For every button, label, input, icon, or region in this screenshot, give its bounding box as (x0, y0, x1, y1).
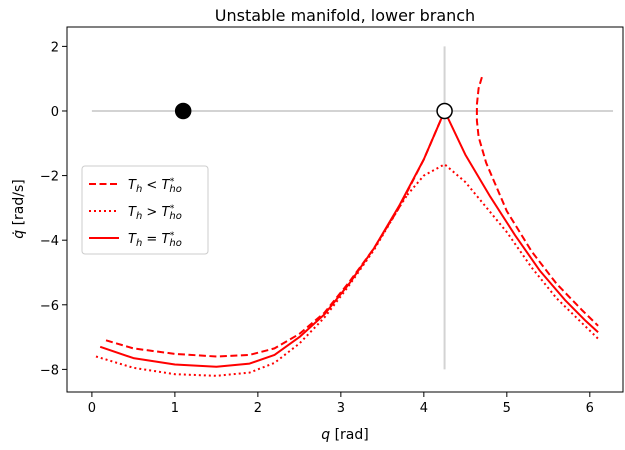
x-tick-label: 4 (420, 401, 428, 416)
y-tick-label: −4 (40, 234, 59, 249)
x-tick-label: 6 (586, 401, 594, 416)
legend-label-dotted: Th > Tho* (128, 204, 182, 221)
x-tick-label: 3 (337, 401, 345, 416)
y-axis-ticks: 2 0 −2 −4 −6 −8 (40, 40, 67, 378)
y-axis-label: q̇ [rad/s] (11, 179, 27, 239)
series-solid-segment-2 (443, 110, 599, 333)
x-tick-label: 0 (88, 401, 96, 416)
series-dashed-segment-2 (475, 76, 599, 327)
legend-box (81, 165, 209, 255)
legend-label-solid: Th = Tho* (128, 231, 182, 248)
series-dotted-segment-2 (406, 163, 599, 340)
series-layer (95, 76, 599, 377)
equilibrium-markers (174, 102, 453, 120)
series-solid-segment-1 (99, 110, 446, 368)
legend-label-dashed: Th < Tho* (128, 177, 182, 194)
x-tick-label: 1 (171, 401, 179, 416)
chart-title: Unstable manifold, lower branch (215, 6, 475, 25)
x-tick-label: 5 (503, 401, 511, 416)
x-axis-label: q [rad] (321, 427, 369, 443)
y-tick-label: −6 (40, 299, 59, 314)
equilibrium-unstable-point (436, 102, 453, 120)
y-tick-label: 0 (51, 105, 59, 120)
x-axis-ticks: 0 1 2 3 4 5 6 (88, 392, 594, 416)
y-tick-label: 2 (51, 40, 59, 55)
y-tick-label: −8 (40, 363, 59, 378)
y-tick-label: −2 (40, 170, 59, 185)
plot-frame (66, 26, 624, 393)
legend: Th < Tho* Th > Tho* Th = Tho* (81, 165, 209, 255)
x-tick-label: 2 (254, 401, 262, 416)
equilibrium-stable-point (174, 102, 192, 120)
